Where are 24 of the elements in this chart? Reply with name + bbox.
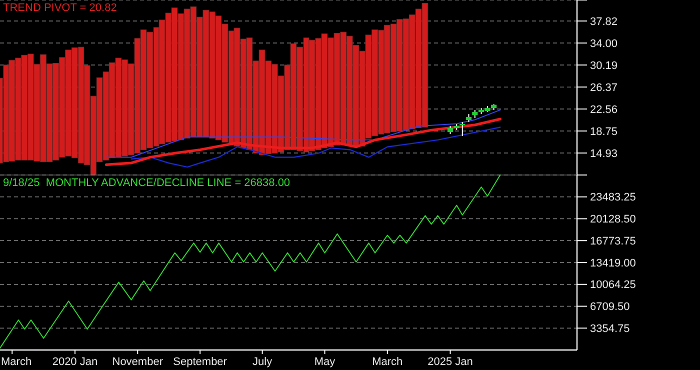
y-tick-label: 10064.25: [590, 279, 636, 292]
y-tick-label: 3354.75: [590, 322, 630, 335]
y-tick-label: 23483.25: [590, 192, 636, 204]
y-tick-label: 13419.00: [590, 257, 636, 270]
y-tick-label: 20128.50: [590, 214, 636, 226]
chart-title: TREND PIVOT = 20.82: [3, 2, 117, 14]
x-tick-label: September: [173, 356, 228, 368]
x-tick-label: July: [252, 356, 273, 368]
x-tick-label: March: [1, 356, 32, 368]
y-tick-label: 22.56: [590, 104, 618, 116]
y-tick-label: 34.00: [590, 38, 618, 50]
y-tick-label: 18.75: [590, 126, 618, 138]
y-tick-label: 6709.50: [590, 301, 630, 314]
x-tick-label: May: [314, 356, 336, 368]
x-tick-label: March: [372, 356, 403, 368]
y-tick-label: 14.93: [590, 148, 618, 160]
y-tick-label: 26.37: [590, 82, 618, 94]
x-tick-label: 2025 Jan: [428, 356, 473, 368]
y-tick-label: 37.82: [590, 16, 618, 28]
x-tick-label: November: [112, 356, 164, 368]
x-tick-label: 2020 Jan: [52, 356, 98, 368]
y-tick-label: 16773.75: [590, 235, 636, 248]
chart-title: 9/18/25 MONTHLY ADVANCE/DECLINE LINE = 26838.00: [3, 177, 290, 189]
y-tick-label: 30.19: [590, 60, 618, 72]
